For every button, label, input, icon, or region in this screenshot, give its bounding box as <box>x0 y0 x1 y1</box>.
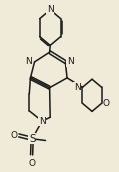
Text: N: N <box>39 116 45 126</box>
Text: S: S <box>29 134 35 144</box>
Text: N: N <box>25 57 32 66</box>
Text: N: N <box>47 4 54 14</box>
Text: N: N <box>74 83 80 92</box>
Text: N: N <box>67 57 73 66</box>
Text: O: O <box>28 159 35 168</box>
Text: O: O <box>103 99 110 108</box>
Text: O: O <box>10 131 17 140</box>
